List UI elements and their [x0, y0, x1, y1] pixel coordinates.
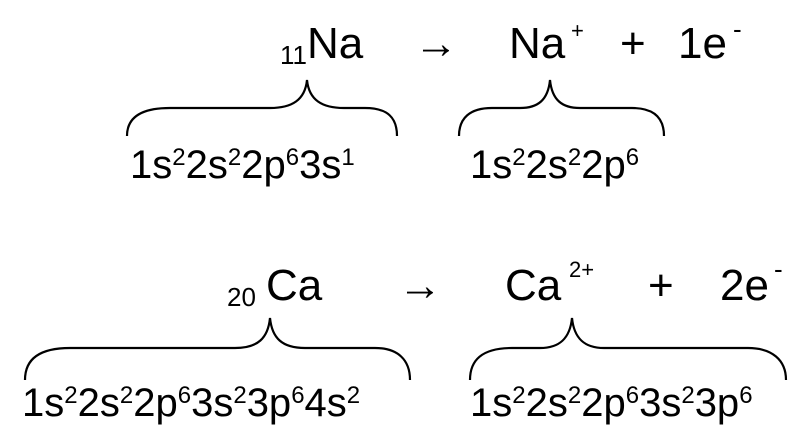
na-electrons: 1e	[678, 19, 727, 68]
orbital-1s: 1s	[470, 143, 512, 187]
reaction-calcium: 20 Ca → Ca 2+ + 2e - 1s22s22p63s23p64s2 …	[22, 254, 788, 425]
orbital-1s-electrons: 2	[64, 382, 77, 409]
orbital-2s: 2s	[526, 381, 568, 425]
orbital-3s: 3s	[639, 381, 681, 425]
ca-electrons: 2e	[720, 261, 769, 310]
ca-product-config: 1s22s22p63s23p6	[470, 381, 753, 425]
orbital-3p: 3p	[247, 381, 292, 425]
ca-ion-charge: 2+	[569, 257, 594, 282]
ca-atomic-number: 20	[227, 282, 256, 312]
orbital-3s-electrons: 1	[341, 144, 354, 171]
orbital-1s-electrons: 2	[512, 144, 525, 171]
orbital-2s-electrons: 2	[228, 144, 241, 171]
ca-ion-symbol: Ca	[505, 261, 562, 310]
orbital-1s: 1s	[470, 381, 512, 425]
orbital-3s: 3s	[299, 143, 341, 187]
orbital-1s-electrons: 2	[172, 144, 185, 171]
orbital-2p: 2p	[133, 381, 178, 425]
orbital-2s-electrons: 2	[568, 144, 581, 171]
na-ion-charge: +	[571, 18, 584, 43]
orbital-2p-electrons: 6	[286, 144, 299, 171]
orbital-2p-electrons: 6	[178, 382, 191, 409]
orbital-2s: 2s	[526, 143, 568, 187]
orbital-3s-electrons: 2	[233, 382, 246, 409]
ca-element-symbol: Ca	[266, 261, 323, 310]
na-product-brace	[457, 79, 666, 137]
na-reactant-config: 1s22s22p63s1	[130, 143, 355, 187]
ca-electron-charge: -	[774, 254, 783, 284]
reaction-sodium: 11 Na → Na + + 1e - 1s22s22p63s1 1s22s22…	[125, 14, 742, 187]
orbital-2p: 2p	[581, 143, 626, 187]
orbital-2p-electrons: 6	[626, 382, 639, 409]
orbital-1s-electrons: 2	[512, 382, 525, 409]
ca-reactant-brace	[23, 317, 412, 381]
orbital-2p: 2p	[241, 143, 286, 187]
orbital-2p-electrons: 6	[626, 144, 639, 171]
orbital-1s: 1s	[22, 381, 64, 425]
na-plus-sign: +	[620, 19, 646, 68]
na-reactant-brace	[125, 79, 399, 137]
orbital-2s-electrons: 2	[120, 382, 133, 409]
na-product-config: 1s22s22p6	[470, 143, 639, 187]
orbital-3s: 3s	[191, 381, 233, 425]
orbital-3p-electrons: 6	[291, 382, 304, 409]
na-element-symbol: Na	[307, 19, 364, 68]
orbital-3p: 3p	[695, 381, 740, 425]
na-ion-symbol: Na	[509, 19, 566, 68]
na-atomic-number: 11	[280, 40, 307, 70]
ca-product-brace	[468, 317, 788, 381]
orbital-3p-electrons: 6	[739, 382, 752, 409]
orbital-2s-electrons: 2	[568, 382, 581, 409]
ca-plus-sign: +	[648, 261, 674, 310]
orbital-1s: 1s	[130, 143, 172, 187]
ca-reactant-config: 1s22s22p63s23p64s2	[22, 381, 360, 425]
orbital-2s: 2s	[78, 381, 120, 425]
orbital-4s: 4s	[305, 381, 347, 425]
orbital-2p: 2p	[581, 381, 626, 425]
orbital-3s-electrons: 2	[681, 382, 694, 409]
orbital-2s: 2s	[186, 143, 228, 187]
orbital-4s-electrons: 2	[347, 382, 360, 409]
ca-arrow: →	[398, 261, 442, 310]
na-electron-charge: -	[733, 14, 742, 44]
na-arrow: →	[414, 19, 458, 68]
